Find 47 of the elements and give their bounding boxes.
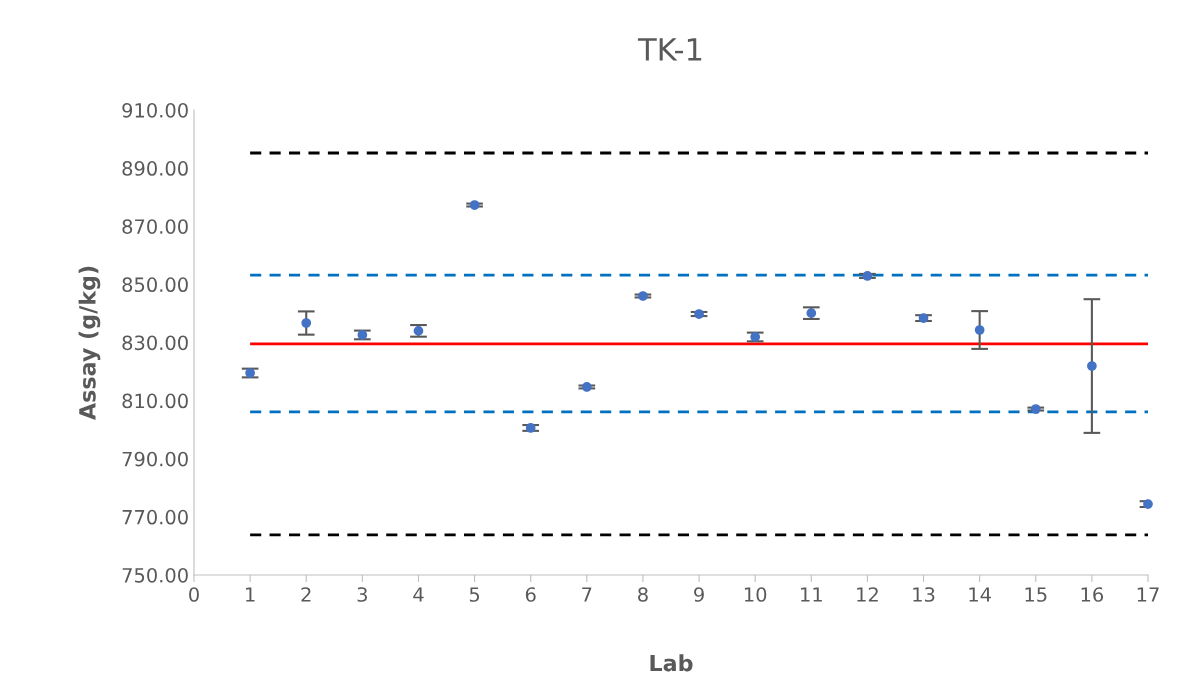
point — [638, 291, 648, 301]
y-axis-title: Assay (g/kg) — [78, 266, 101, 420]
y-tick-label: 750.00 — [122, 567, 188, 583]
x-tick-label: 9 — [694, 587, 704, 602]
point — [862, 271, 873, 281]
y-tick-label: 790.00 — [122, 451, 188, 467]
y-tick-label: 890.00 — [122, 161, 188, 176]
y-tick-label: 870.00 — [122, 219, 188, 234]
x-tick-label: 0 — [189, 587, 199, 602]
point — [357, 330, 368, 340]
x-tick-label: 15 — [1025, 587, 1047, 602]
x-tick-label: 1 — [246, 587, 255, 602]
point — [750, 332, 761, 342]
x-tick-label: 6 — [525, 587, 536, 602]
x-tick-label: 17 — [1137, 587, 1159, 602]
x-tick-label: 16 — [1081, 587, 1104, 602]
x-axis-title: Lab — [650, 654, 693, 672]
y-tick-label: 830.00 — [122, 335, 188, 351]
x-tick-label: 13 — [913, 587, 935, 602]
x-tick-label: 12 — [857, 587, 878, 602]
x-tick-label: 4 — [413, 587, 424, 602]
point — [1030, 404, 1041, 414]
point — [413, 326, 424, 336]
y-tick-label: 810.00 — [122, 393, 188, 409]
point — [806, 308, 817, 319]
x-tick-label: 8 — [638, 587, 648, 602]
point — [525, 423, 536, 433]
y-tick-label: 910.00 — [122, 102, 188, 118]
point — [1087, 361, 1097, 371]
x-tick-label: 14 — [969, 587, 991, 602]
x-tick-label: 10 — [744, 587, 767, 602]
point — [694, 309, 704, 319]
x-tick-label: 2 — [301, 587, 311, 602]
point — [245, 368, 255, 378]
point — [1143, 499, 1153, 509]
point — [301, 318, 312, 328]
point — [974, 325, 985, 335]
point — [581, 382, 592, 392]
chart-title: TK-1 — [637, 38, 702, 61]
point — [918, 313, 929, 323]
x-tick-label: 7 — [582, 587, 592, 602]
y-tick-label: 770.00 — [122, 509, 188, 525]
point — [469, 200, 480, 210]
x-tick-label: 11 — [801, 587, 822, 602]
y-tick-label: 850.00 — [122, 277, 188, 293]
x-tick-label: 5 — [469, 587, 480, 602]
x-tick-label: 3 — [357, 587, 367, 602]
